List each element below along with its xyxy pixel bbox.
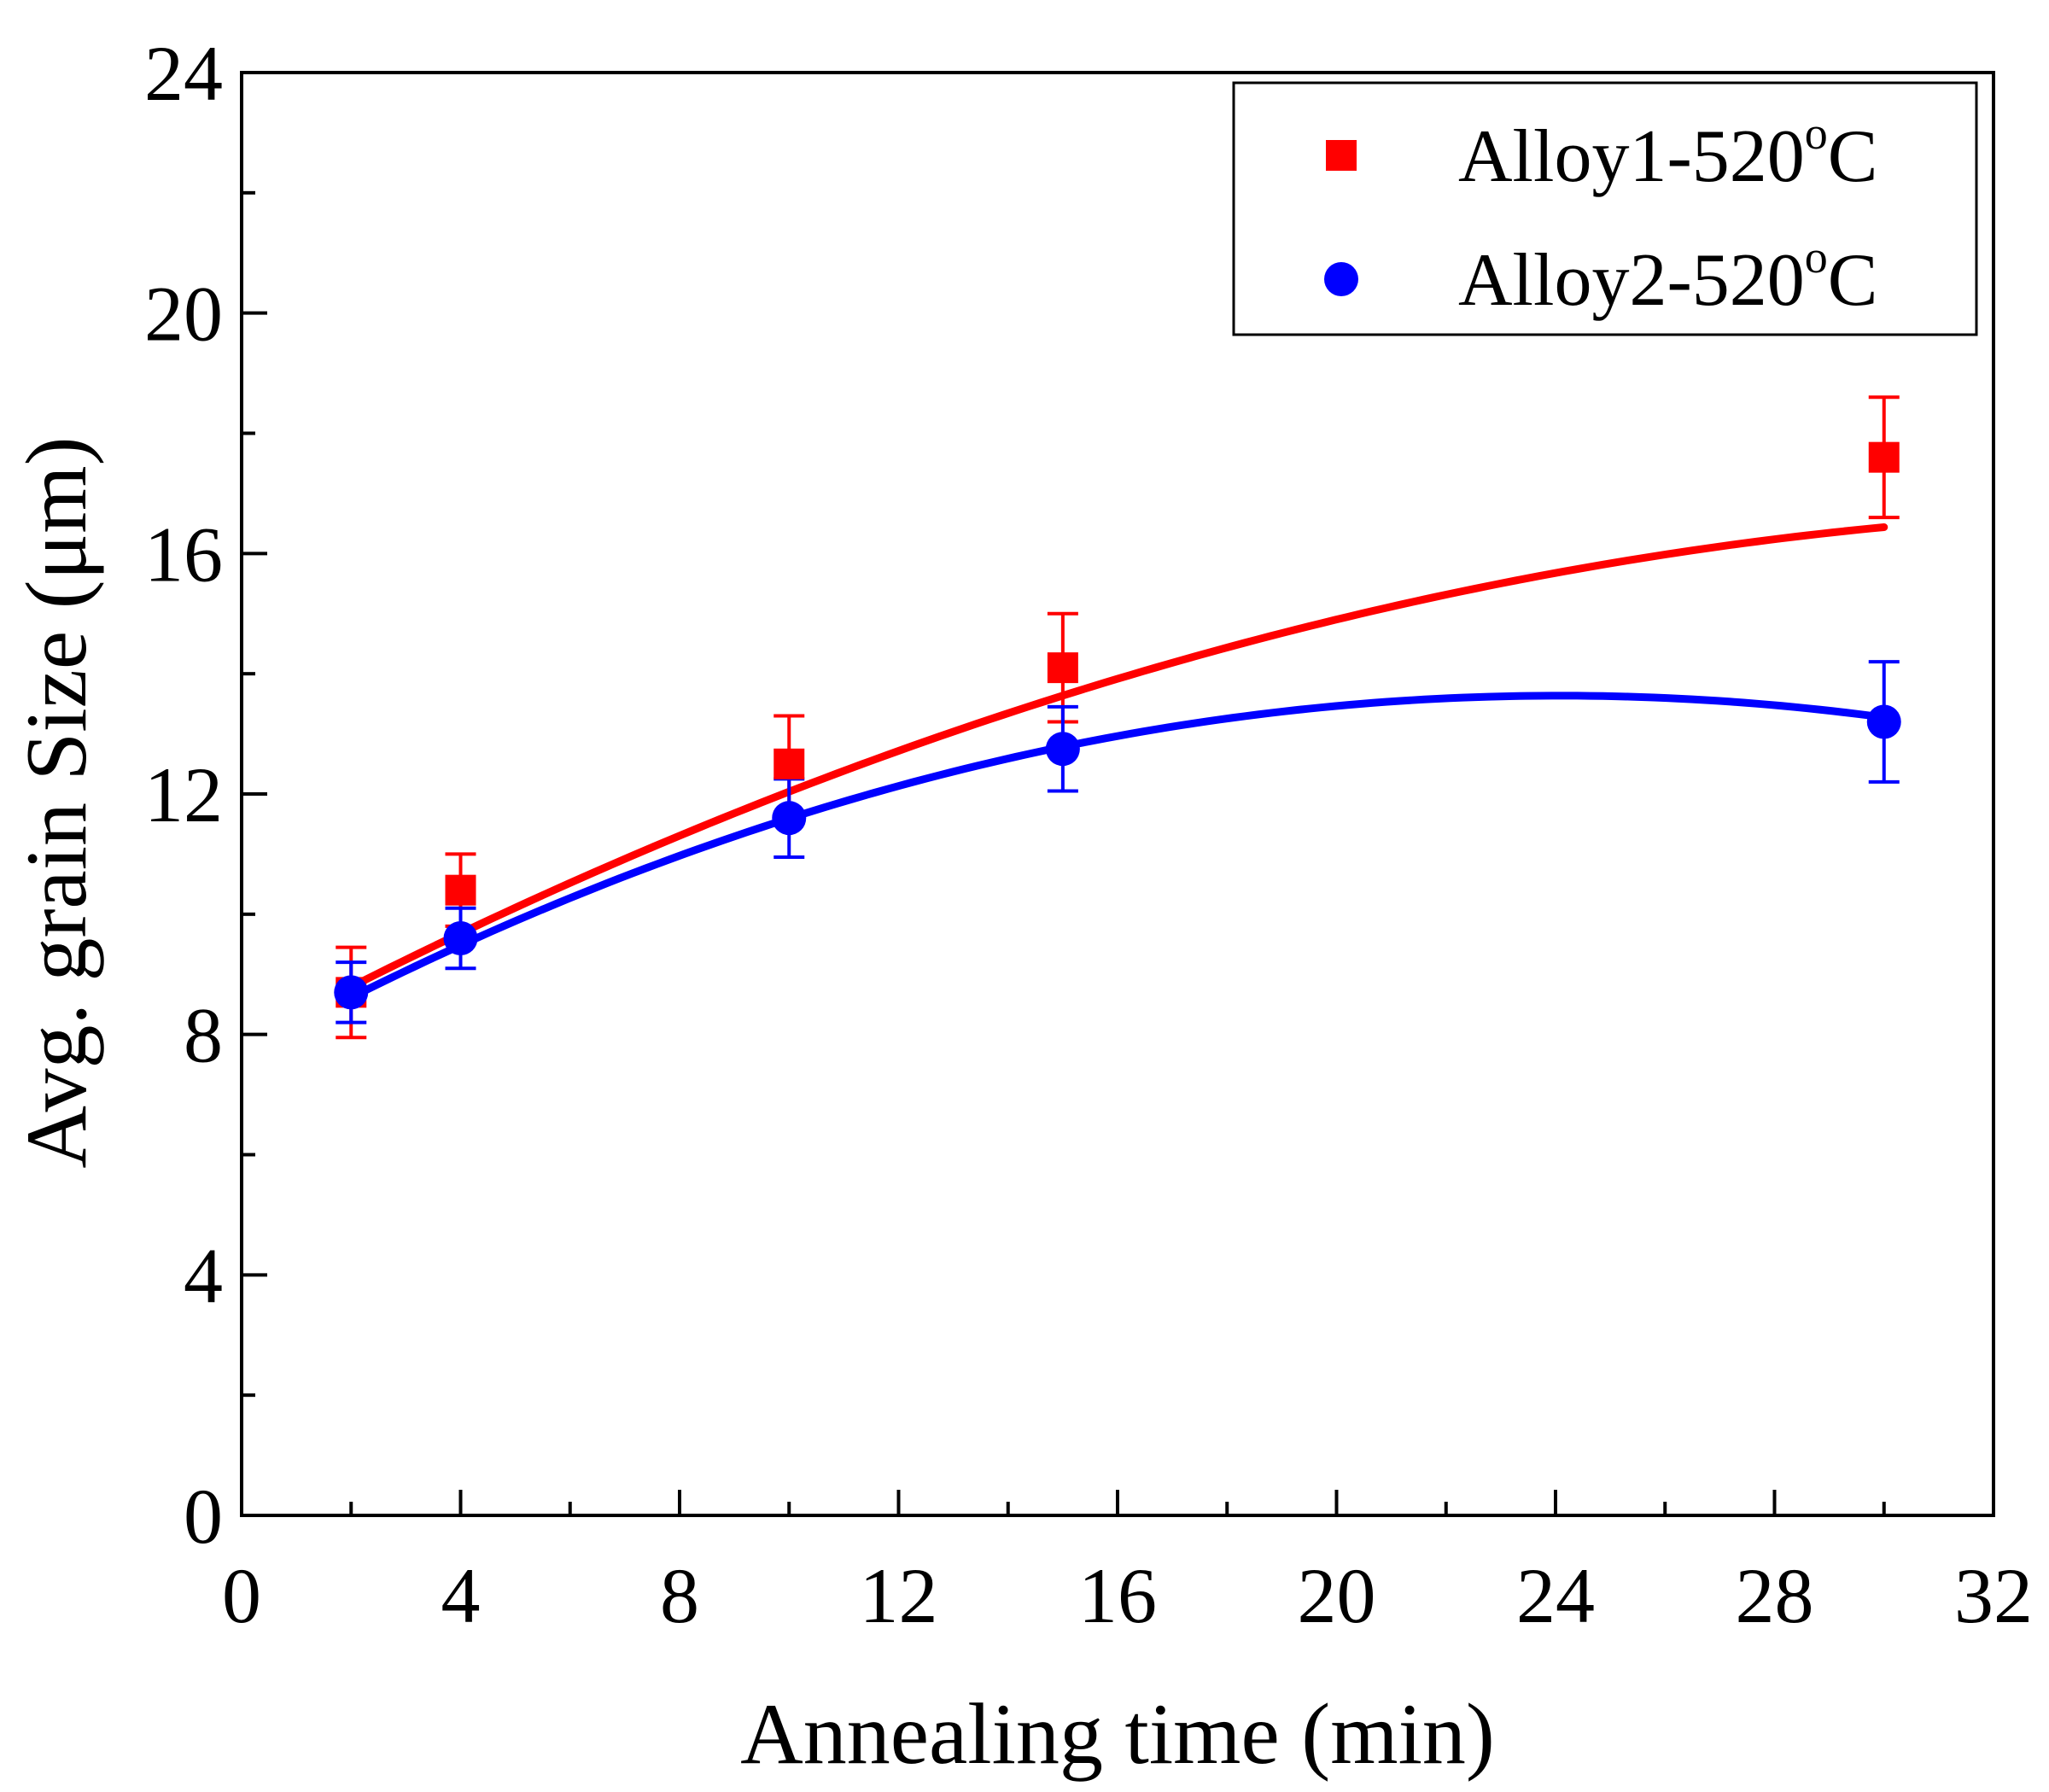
x-tick-label: 24: [1516, 1552, 1595, 1639]
data-point-circle: [1045, 732, 1080, 767]
data-point-square: [773, 748, 805, 779]
x-tick-label: 20: [1298, 1552, 1376, 1639]
y-axis-title: Avg. grain Size (μm): [9, 436, 105, 1168]
data-markers: [334, 441, 1901, 1010]
x-tick-label: 28: [1736, 1552, 1814, 1639]
x-tick-label: 4: [441, 1552, 481, 1639]
fit-curve: [347, 692, 1888, 1001]
x-tick-label: 16: [1078, 1552, 1157, 1639]
x-axis: 0 4 8 12 16 20 24 28 32: [222, 1490, 2033, 1639]
x-axis-title: Annealing time (min): [740, 1686, 1495, 1783]
data-point-circle: [772, 801, 807, 836]
fit-curve: [347, 522, 1888, 991]
y-tick-label: 12: [144, 751, 223, 838]
y-tick-label: 20: [144, 271, 223, 358]
data-point-circle: [443, 921, 478, 955]
legend-label: Alloy2-520oC: [1458, 231, 1877, 322]
fit-curves: [347, 522, 1888, 1001]
plot-frame: [240, 71, 1995, 1517]
error-bars: [336, 395, 1900, 1040]
data-point-square: [445, 874, 476, 906]
x-tick-label: 0: [222, 1552, 261, 1639]
legend-marker-square: [1326, 140, 1357, 171]
x-tick-label: 8: [660, 1552, 699, 1639]
legend: Alloy1-520oC Alloy2-520oC: [1232, 81, 1978, 336]
data-point-circle: [334, 975, 369, 1010]
data-point-square: [1868, 441, 1900, 473]
x-tick-label: 12: [860, 1552, 938, 1639]
legend-marker-circle: [1324, 262, 1358, 296]
y-tick-label: 24: [144, 30, 223, 117]
data-point-circle: [1866, 704, 1901, 739]
legend-label: Alloy1-520oC: [1458, 108, 1877, 198]
legend-box: [1232, 81, 1978, 336]
y-tick-label: 8: [184, 992, 223, 1079]
x-tick-label: 32: [1954, 1552, 2033, 1639]
y-tick-label: 16: [144, 511, 223, 598]
y-tick-label: 4: [184, 1232, 223, 1319]
y-axis: 0 4 8 12 16 20 24: [144, 30, 267, 1560]
data-point-square: [1047, 652, 1078, 684]
y-tick-label: 0: [184, 1473, 223, 1560]
